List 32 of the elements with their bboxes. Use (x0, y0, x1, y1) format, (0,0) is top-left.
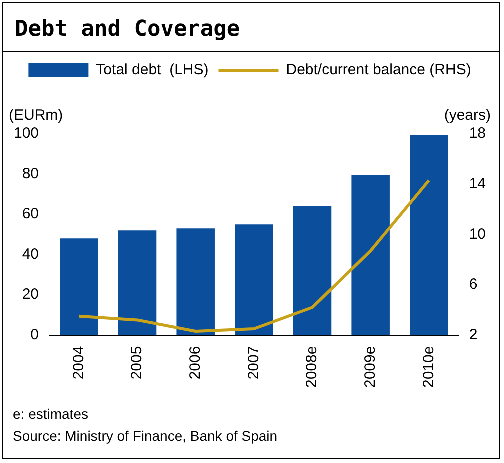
chart-title: Debt and Coverage (15, 17, 240, 42)
x-tick-label: 2007 (245, 346, 262, 380)
legend-label: Debt/current balance (RHS) (286, 62, 472, 79)
bar (293, 206, 332, 336)
text: e: estimates (13, 405, 90, 424)
x-tick-label: 2005 (128, 346, 146, 380)
y-tick-label: 0 (30, 326, 40, 344)
bar (235, 224, 274, 336)
y-tick-label: 20 (22, 286, 40, 304)
bar (60, 238, 98, 336)
y-tick-label: 80 (22, 165, 40, 182)
x-tick-label: 2004 (70, 346, 88, 380)
bar (352, 175, 390, 336)
y2-tick-label: 14 (469, 175, 486, 192)
y-tick-label: 60 (22, 206, 40, 223)
y2-tick-label: 18 (469, 125, 486, 142)
x-tick-label: 2006 (186, 346, 204, 380)
y2-axis-title: (years) (444, 107, 491, 124)
bar (176, 228, 215, 336)
x-tick-label: 2010e (420, 346, 438, 388)
y2-tick-label: 2 (469, 326, 478, 344)
y2-tick-label: 10 (469, 226, 486, 243)
y-tick-label: 100 (14, 125, 40, 142)
bar (118, 230, 157, 336)
y-tick-label: 40 (22, 246, 40, 263)
x-tick-label: 2008e (304, 346, 321, 388)
y2-tick-label: 6 (469, 276, 478, 294)
bar (410, 135, 448, 336)
legend-label: Total debt (LHS) (96, 62, 209, 79)
y-axis-title: (EURm) (9, 107, 64, 124)
source-note: Source: Ministry of Finance, Bank of Spain (13, 427, 278, 446)
x-tick-label: 2009e (362, 346, 379, 388)
